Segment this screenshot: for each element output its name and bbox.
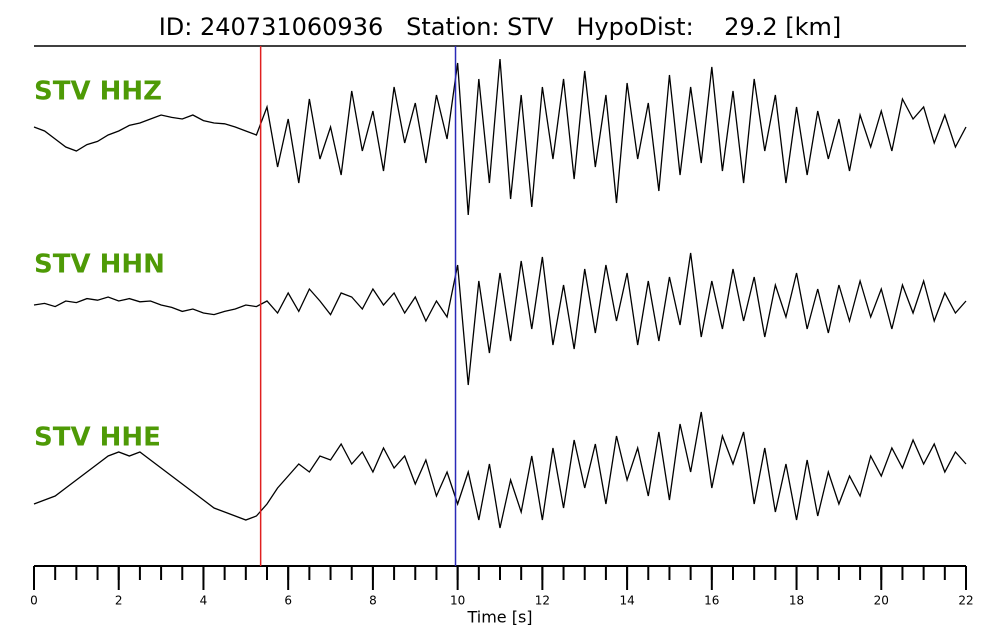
trace-label: STV HHE [34, 423, 161, 453]
x-tick-label: 4 [200, 594, 208, 608]
waveform [33, 252, 967, 386]
x-tick-label: 14 [619, 594, 634, 608]
x-tick-label: 12 [535, 594, 550, 608]
waveform [33, 58, 967, 216]
chart-title: ID: 240731060936 Station: STV HypoDist: … [159, 13, 842, 41]
x-tick-label: 18 [789, 594, 804, 608]
x-tick-label: 2 [115, 594, 123, 608]
x-tick-label: 20 [874, 594, 889, 608]
x-tick-label: 6 [284, 594, 292, 608]
x-tick-label: 22 [958, 594, 973, 608]
x-tick-label: 16 [704, 594, 719, 608]
trace-label: STV HHZ [34, 77, 162, 107]
x-tick-label: 8 [369, 594, 377, 608]
x-tick-label: 10 [450, 594, 465, 608]
x-axis-label: Time [s] [466, 608, 532, 627]
waveform [33, 411, 967, 529]
x-tick-label: 0 [30, 594, 38, 608]
trace-label: STV HHN [34, 250, 165, 280]
